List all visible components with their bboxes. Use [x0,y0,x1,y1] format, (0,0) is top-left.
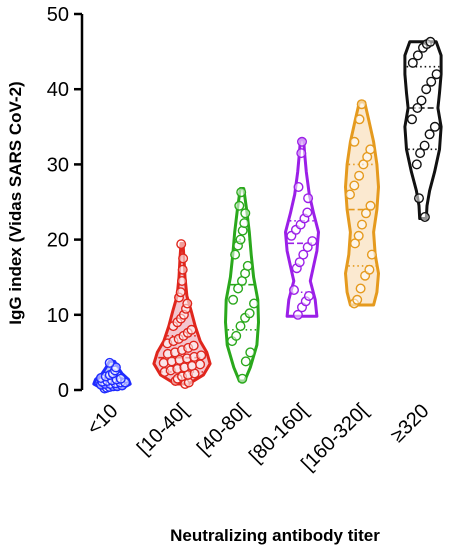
data-point [242,260,253,271]
data-point [248,298,259,309]
x-tick-labels: <10 [10-40[[40-80[[80-160[[160-320[≥320 [83,400,434,476]
data-point [407,57,418,68]
data-point [175,287,186,298]
data-point [195,359,206,370]
x-axis-title: Neutralizing antibody titer [170,526,380,545]
x-tick-label: <10 [83,400,123,440]
data-point [239,218,250,229]
x-tick-label: [160-320[ [297,400,373,476]
data-point [244,308,255,319]
data-point [365,144,376,155]
data-point [354,114,365,125]
data-point [414,193,425,204]
data-point [366,249,377,260]
y-axis-title: IgG index (Vidas SARS CoV-2) [6,81,25,324]
violin-group [284,136,320,320]
y-tick-label: 40 [47,79,69,101]
data-point [293,181,304,192]
data-point [412,102,423,113]
data-point [407,114,418,125]
violin-group [344,99,380,309]
data-point [104,357,115,368]
data-point [240,208,251,219]
data-point [421,84,432,95]
data-point [411,159,422,170]
data-point [240,356,251,367]
data-point [176,239,187,250]
data-point [296,148,307,159]
data-point [235,234,246,245]
data-point [158,357,169,368]
data-point [188,340,199,351]
y-tick-label: 10 [47,305,69,327]
violin-group [92,357,132,394]
data-point [355,283,366,294]
data-point [228,294,239,305]
data-point [186,324,197,335]
y-tick-label: 20 [47,230,69,252]
data-point [364,264,375,275]
violin-group [152,239,212,390]
data-point [429,121,440,132]
data-point [419,211,430,222]
data-point [196,350,207,361]
data-point [345,189,356,200]
data-point [415,148,426,159]
data-point [235,321,246,332]
data-point [234,200,245,211]
data-point [302,207,313,218]
data-point [115,373,126,384]
data-point [289,285,300,296]
data-point [303,193,314,204]
data-point [307,236,318,247]
data-point [292,309,303,320]
y-ticks: 0 10 20 30 40 50 [47,4,82,402]
violin-group [403,36,443,222]
data-point [352,294,363,305]
data-point [230,249,241,260]
y-tick-label: 30 [47,154,69,176]
data-point [419,140,430,151]
data-point [231,330,242,341]
data-point [361,208,372,219]
data-point [412,50,423,61]
data-point [357,219,368,230]
x-tick-label: ≥320 [387,400,434,447]
x-tick-label: [40-80[ [193,400,253,460]
data-point [178,253,189,264]
data-point [176,276,187,287]
data-point [233,283,244,294]
data-point [245,347,256,358]
data-point [349,180,360,191]
data-point [349,136,360,147]
data-point [356,99,367,110]
y-tick-label: 50 [47,4,69,26]
data-point [236,187,247,198]
data-point [425,36,436,47]
data-point [298,249,309,260]
data-point [353,230,364,241]
violin-group [224,187,260,384]
data-point [182,298,193,309]
data-point [424,129,435,140]
violins-layer [92,36,443,394]
data-point [303,291,314,302]
data-point [297,136,308,147]
data-point [431,69,442,80]
x-tick-label: [10-40[ [133,400,193,460]
data-point [416,95,427,106]
y-tick-label: 0 [58,380,69,402]
data-point [237,373,248,384]
data-point [426,76,437,87]
data-point [177,264,188,275]
data-point [354,170,365,181]
data-point [365,200,376,211]
